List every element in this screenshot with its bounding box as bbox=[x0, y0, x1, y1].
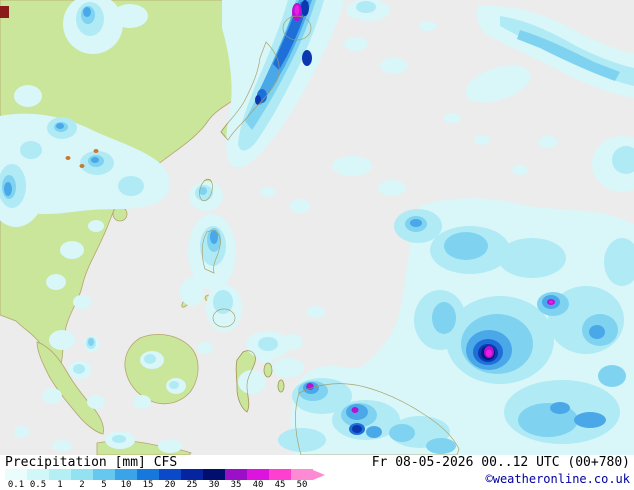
legend-swatch bbox=[159, 469, 181, 480]
legend-value: 20 bbox=[164, 480, 176, 490]
highland-speckles bbox=[65, 149, 99, 168]
precip-layer bbox=[0, 0, 634, 455]
legend-swatch bbox=[5, 469, 27, 480]
legend-swatch bbox=[49, 469, 71, 480]
legend-value: 2 bbox=[79, 480, 85, 490]
legend-swatch bbox=[203, 469, 225, 480]
legend-swatch bbox=[93, 469, 115, 480]
legend-swatch bbox=[181, 469, 203, 480]
legend-swatch bbox=[27, 469, 49, 480]
legend-swatch bbox=[115, 469, 137, 480]
footer-bar: Precipitation [mm] CFS Fr 08-05-2026 00.… bbox=[0, 455, 634, 490]
legend-value: 0.1 bbox=[7, 480, 25, 490]
legend-labels: 0.1 0.5 1 2 5 10 15 20 25 30 35 40 45 50 bbox=[5, 480, 325, 490]
map-area bbox=[0, 0, 634, 455]
legend-value: 30 bbox=[208, 480, 220, 490]
copyright-text: ©weatheronline.co.uk bbox=[485, 472, 631, 486]
legend-swatch bbox=[137, 469, 159, 480]
legend-swatch bbox=[71, 469, 93, 480]
map-caption: Precipitation [mm] CFS bbox=[5, 455, 178, 470]
map-datetime: Fr 08-05-2026 00..12 UTC (00+780) bbox=[371, 455, 630, 470]
legend-value: 0.5 bbox=[29, 480, 47, 490]
legend-swatch bbox=[225, 469, 247, 480]
legend-value: 10 bbox=[120, 480, 132, 490]
precipitation-map bbox=[0, 0, 634, 455]
legend-value: 35 bbox=[230, 480, 242, 490]
legend-arrow bbox=[313, 469, 325, 480]
legend-value: 25 bbox=[186, 480, 198, 490]
legend-swatch bbox=[269, 469, 291, 480]
legend-value: 45 bbox=[274, 480, 286, 490]
legend-value: 15 bbox=[142, 480, 154, 490]
legend-value: 1 bbox=[57, 480, 63, 490]
terrain-mark bbox=[0, 6, 9, 18]
legend-swatches bbox=[5, 469, 325, 480]
legend-swatch bbox=[291, 469, 313, 480]
legend-value: 40 bbox=[252, 480, 264, 490]
legend-swatch bbox=[247, 469, 269, 480]
legend-value: 50 bbox=[296, 480, 308, 490]
legend-bar: 0.1 0.5 1 2 5 10 15 20 25 30 35 40 45 50 bbox=[5, 469, 325, 490]
legend-value: 5 bbox=[101, 480, 107, 490]
coastline-overlay bbox=[199, 15, 460, 455]
